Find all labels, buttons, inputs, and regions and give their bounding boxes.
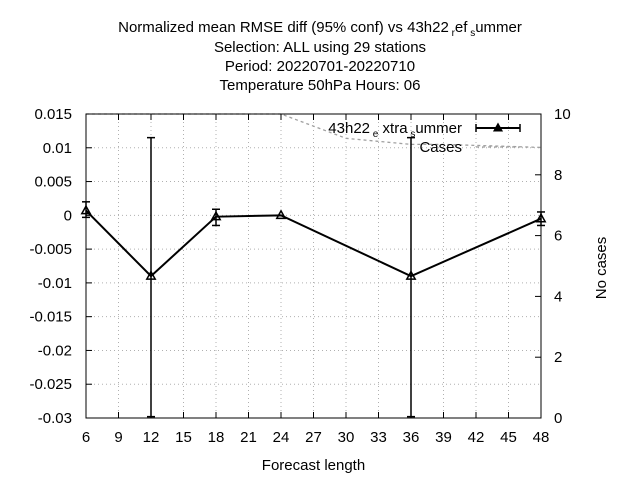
x-axis-ticks: 6 9 12 15 18 21 24 27 30 33 36 39 42 45 48	[82, 114, 550, 446]
x-axis-label: Forecast length	[262, 457, 365, 474]
legend-swatch-marker	[492, 122, 504, 132]
data-point-marker	[275, 209, 287, 220]
y2-tick-label: 6	[554, 228, 562, 245]
grid	[86, 114, 541, 418]
y-tick-label: -0.025	[29, 376, 72, 393]
legend-label-cases: Cases	[419, 139, 462, 156]
y-tick-label: 0.005	[34, 174, 72, 191]
x-tick-label: 9	[114, 429, 122, 446]
chart-title: Normalized mean RMSE diff (95% conf) vs …	[118, 19, 522, 94]
x-tick-label: 15	[175, 429, 192, 446]
x-tick-label: 36	[403, 429, 420, 446]
title-line: Temperature 50hPa Hours: 06	[220, 77, 421, 94]
y-axis-ticks: 0.015 0.01 0.005 0 -0.005 -0.01 -0.015 -0.02 -0.…	[29, 106, 92, 427]
x-tick-label: 12	[143, 429, 160, 446]
x-tick-label: 6	[82, 429, 90, 446]
y2-tick-label: 10	[554, 106, 571, 123]
x-tick-label: 21	[240, 429, 257, 446]
x-tick-label: 33	[370, 429, 387, 446]
y2-tick-label: 2	[554, 349, 562, 366]
y2-tick-label: 8	[554, 167, 562, 184]
y-tick-label: 0.01	[43, 140, 72, 157]
x-tick-label: 18	[208, 429, 225, 446]
x-tick-label: 45	[500, 429, 517, 446]
data-point-marker	[210, 210, 222, 221]
x-tick-label: 30	[338, 429, 355, 446]
y-tick-label: 0.015	[34, 106, 72, 123]
legend-label-series: 43h22 e xtra summer	[328, 120, 462, 140]
y2-tick-label: 0	[554, 410, 562, 427]
y-tick-label: -0.015	[29, 309, 72, 326]
series-line	[85, 209, 542, 278]
title-line: Period: 20220701-20220710	[225, 58, 415, 75]
y-tick-label: -0.005	[29, 241, 72, 258]
x-tick-label: 42	[468, 429, 485, 446]
title-line: Normalized mean RMSE diff (95% conf) vs …	[118, 19, 522, 39]
y-tick-label: -0.01	[38, 275, 72, 292]
x-tick-label: 24	[273, 429, 290, 446]
title-line: Selection: ALL using 29 stations	[214, 39, 426, 56]
y-tick-label: -0.02	[38, 342, 72, 359]
y2-tick-label: 4	[554, 288, 562, 305]
data-point-marker	[145, 270, 157, 280]
x-tick-label: 39	[435, 429, 452, 446]
y-tick-label: 0	[64, 207, 72, 224]
y-tick-label: -0.03	[38, 410, 72, 427]
y2-axis-label: No cases	[593, 237, 610, 300]
x-tick-label: 48	[533, 429, 550, 446]
x-tick-label: 27	[305, 429, 322, 446]
data-point-marker	[405, 270, 417, 280]
y2-axis-ticks: 0 2 4 6 8 10	[535, 106, 571, 427]
